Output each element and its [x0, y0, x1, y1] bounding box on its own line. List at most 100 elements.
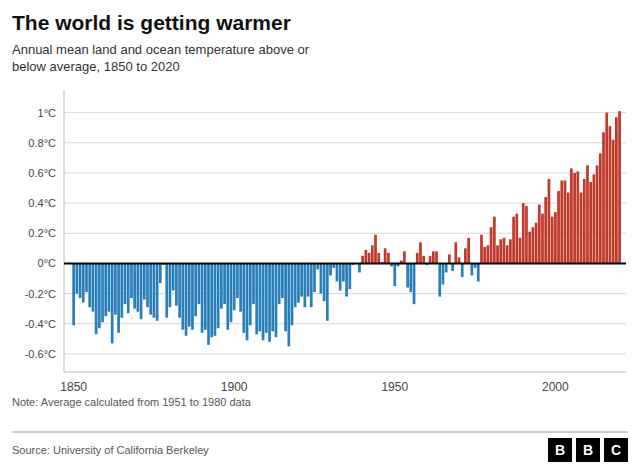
bar	[226, 263, 229, 329]
x-tick-label: 1850	[60, 380, 87, 394]
bar	[461, 263, 464, 277]
bar	[201, 263, 204, 332]
bar	[101, 263, 104, 322]
bar	[111, 263, 114, 343]
bar	[300, 263, 303, 296]
bar	[515, 214, 518, 264]
bar	[615, 117, 618, 263]
bar	[239, 263, 242, 311]
bar	[416, 253, 419, 264]
bar	[605, 113, 608, 264]
logo-letter: C	[611, 442, 621, 458]
y-tick-label: 0.2°C	[28, 227, 56, 239]
bar	[522, 203, 525, 263]
bar	[342, 263, 345, 281]
bar	[454, 242, 457, 263]
bar	[557, 191, 560, 263]
bar	[140, 263, 143, 319]
bar	[560, 180, 563, 263]
grid	[64, 113, 626, 354]
bar	[538, 205, 541, 264]
bar	[323, 263, 326, 301]
bar	[554, 212, 557, 263]
bar	[165, 263, 168, 317]
bar	[567, 193, 570, 264]
bar	[448, 254, 451, 263]
bar	[326, 263, 329, 320]
bar	[570, 168, 573, 263]
bar	[124, 263, 127, 304]
bar	[496, 245, 499, 263]
bar	[242, 263, 245, 332]
bar	[265, 263, 268, 332]
bar	[413, 263, 416, 304]
bar	[88, 263, 91, 307]
bar	[172, 263, 175, 290]
y-tick-label: 0°C	[38, 257, 57, 269]
logo-letter: B	[583, 442, 593, 458]
bar	[403, 251, 406, 263]
bar	[303, 263, 306, 307]
bar	[406, 263, 409, 287]
bar	[98, 263, 101, 328]
bar	[544, 197, 547, 263]
bar	[409, 263, 412, 292]
bar	[252, 263, 255, 304]
source: Source: University of California Berkele…	[12, 444, 209, 456]
bar	[169, 263, 172, 307]
bar	[451, 263, 454, 271]
bar	[92, 263, 95, 311]
bar	[506, 245, 509, 263]
bar	[204, 263, 207, 329]
bar	[233, 263, 236, 310]
y-tick-label: 0.8°C	[28, 137, 56, 149]
logo-letter: B	[555, 442, 565, 458]
bar	[339, 263, 342, 290]
bar	[609, 126, 612, 263]
logo-block	[548, 438, 572, 462]
bar	[149, 263, 152, 314]
bar	[146, 263, 149, 307]
x-tick-label: 2000	[542, 380, 569, 394]
grid-line	[64, 353, 626, 354]
bar	[310, 263, 313, 307]
bar	[589, 182, 592, 263]
bar	[120, 263, 123, 317]
grid-line	[64, 323, 626, 324]
subtitle-line: below average, 1850 to 2020	[12, 59, 180, 74]
bar	[345, 263, 348, 296]
bar	[178, 263, 181, 317]
bar	[249, 263, 252, 325]
bar	[223, 263, 226, 304]
bar	[275, 263, 278, 337]
logo-block	[604, 438, 628, 462]
bar	[583, 179, 586, 263]
bar	[95, 263, 98, 334]
bar	[236, 263, 239, 298]
bar	[612, 140, 615, 264]
bar	[419, 242, 422, 263]
bar	[136, 263, 139, 311]
bar	[329, 263, 332, 275]
bar	[72, 263, 75, 325]
bar	[278, 263, 281, 304]
bar	[541, 214, 544, 264]
x-tick-label: 1950	[381, 380, 408, 394]
y-tick-label: -0.4°C	[25, 318, 56, 330]
logo-block	[576, 438, 600, 462]
bar	[525, 206, 528, 263]
bar	[268, 263, 271, 341]
bar	[220, 263, 223, 308]
bar	[114, 263, 117, 314]
bar	[133, 263, 136, 308]
note: Note: Average calculated from 1951 to 19…	[12, 396, 252, 408]
bar	[143, 263, 146, 299]
separator	[12, 432, 628, 433]
bar	[153, 263, 156, 317]
bar	[291, 263, 294, 325]
bar	[207, 263, 210, 344]
bar	[573, 173, 576, 263]
bar	[85, 263, 88, 292]
bar	[230, 263, 233, 322]
bar	[75, 263, 78, 293]
